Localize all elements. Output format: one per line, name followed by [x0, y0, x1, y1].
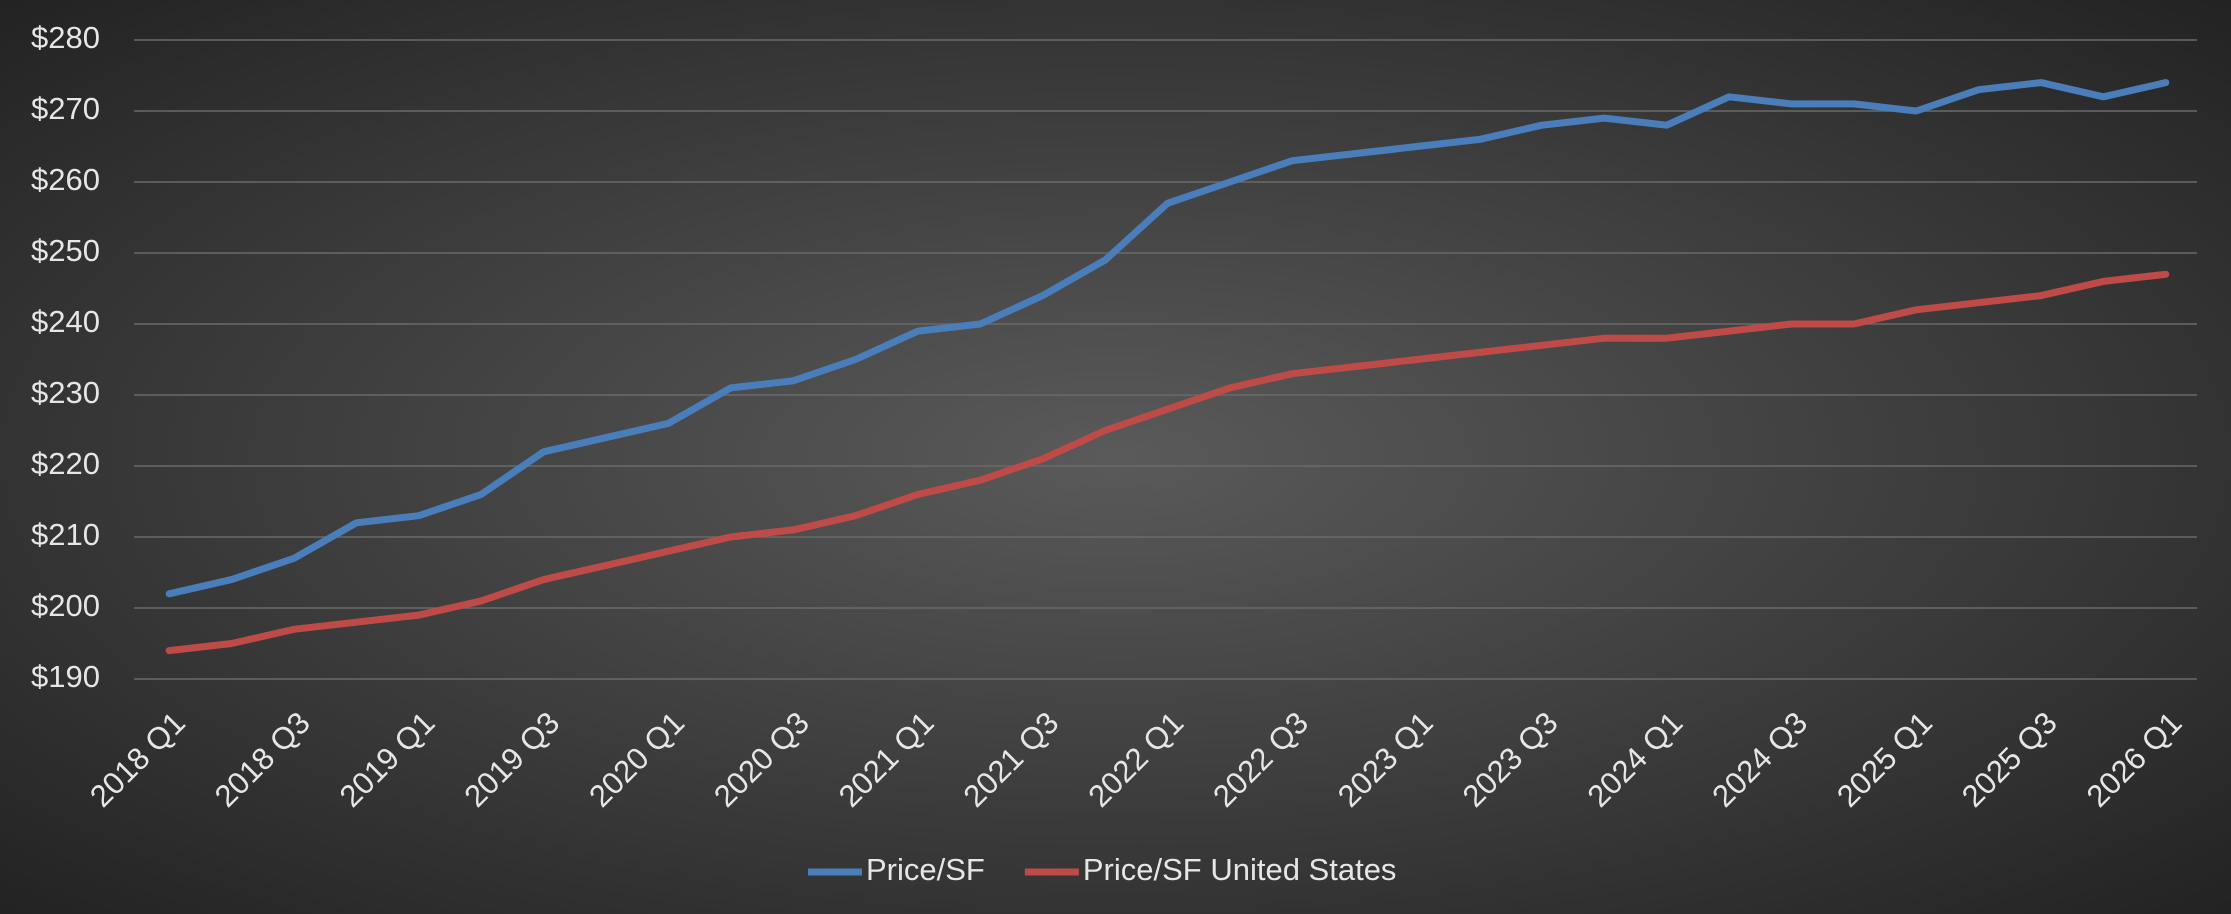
series-line [165, 79, 2170, 598]
legend-label: Price/SF United States [1083, 852, 1397, 887]
y-tick-label: $200 [31, 588, 100, 623]
y-tick-label: $250 [31, 233, 100, 268]
y-tick-label: $270 [31, 91, 100, 126]
series-line [165, 270, 2170, 655]
y-tick-label: $260 [31, 162, 100, 197]
y-tick-label: $280 [31, 20, 100, 55]
y-tick-label: $240 [31, 304, 100, 339]
y-tick-label: $190 [31, 659, 100, 694]
y-tick-label: $220 [31, 446, 100, 481]
y-tick-label: $230 [31, 375, 100, 410]
y-tick-label: $210 [31, 517, 100, 552]
legend-label: Price/SF [866, 852, 985, 887]
